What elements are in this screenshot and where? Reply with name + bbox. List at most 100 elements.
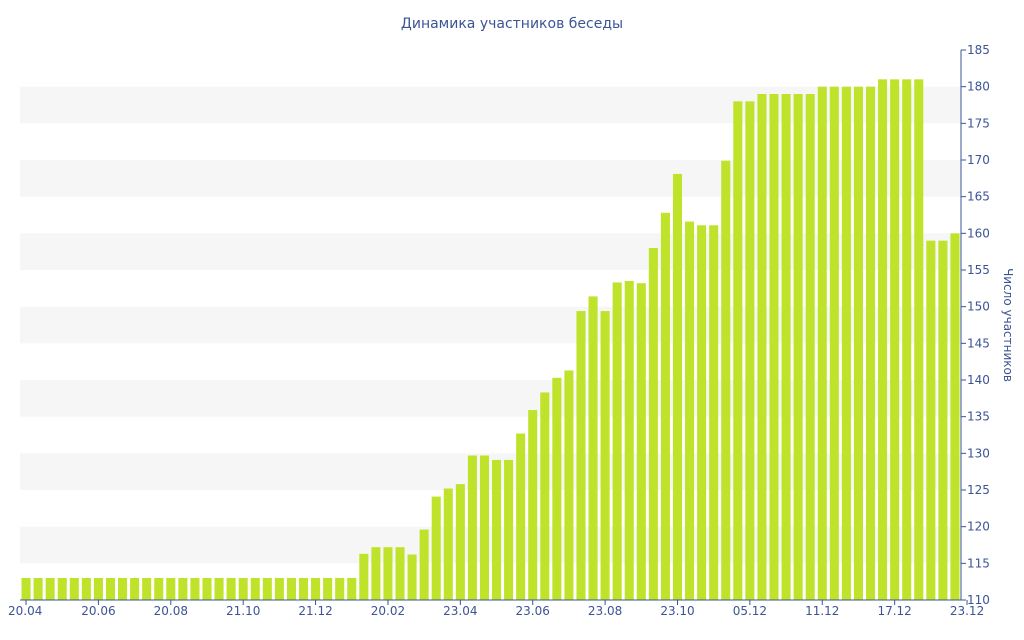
x-tick-label: 20.04 [8, 604, 42, 618]
x-tick-label: 23.06 [516, 604, 550, 618]
bar [359, 553, 369, 600]
bar [950, 233, 960, 600]
bar [154, 578, 164, 600]
x-ticks: 20.04 20.06 20.08 21.10 21.12 20.02 23.04 23.06… [8, 600, 984, 618]
bar [347, 578, 357, 600]
bar [492, 459, 502, 600]
bar [118, 578, 128, 600]
y-tick-label: 125 [967, 483, 990, 497]
bar [93, 578, 103, 600]
bar [902, 79, 912, 600]
bar [853, 86, 863, 601]
grid-band [20, 86, 961, 124]
bar [419, 529, 429, 600]
y-tick-label: 155 [967, 263, 990, 277]
bar [564, 370, 574, 600]
bar [105, 578, 116, 600]
grid-band [20, 380, 961, 417]
bar [202, 578, 212, 600]
bar [57, 578, 67, 600]
y-tick-label: 185 [967, 43, 990, 57]
bar [685, 221, 695, 600]
bar [190, 578, 200, 600]
bar [576, 311, 586, 600]
bar [781, 94, 791, 600]
bar [335, 578, 345, 600]
bar [286, 578, 296, 600]
bar [890, 79, 900, 600]
bar [166, 578, 176, 600]
y-tick-label: 165 [967, 190, 990, 204]
bar [817, 86, 827, 601]
bar [21, 578, 31, 600]
y-tick-label: 135 [967, 410, 990, 424]
bars-group [21, 79, 960, 601]
x-tick-label: 05.12 [733, 604, 767, 618]
bar [697, 225, 707, 600]
bar [130, 578, 140, 600]
bar [467, 455, 477, 600]
x-tick-label: 23.10 [660, 604, 694, 618]
grid-band [20, 453, 961, 490]
bar [504, 459, 514, 600]
bar [938, 240, 948, 601]
bar [588, 296, 598, 600]
bar [721, 160, 731, 601]
bar [323, 578, 333, 600]
y-tick-label: 170 [967, 153, 990, 167]
grid-band [20, 160, 961, 197]
y-tick-label: 180 [967, 80, 990, 94]
bar [733, 101, 743, 600]
grid-band [20, 306, 961, 344]
bar [311, 578, 321, 600]
bar [528, 410, 538, 600]
bar [238, 578, 248, 600]
bar [829, 86, 839, 601]
x-tick-label: 20.06 [81, 604, 115, 618]
y-tick-label: 160 [967, 226, 990, 240]
bar [274, 578, 284, 600]
bar [914, 79, 924, 600]
x-tick-label: 20.08 [154, 604, 188, 618]
x-tick-label: 23.04 [443, 604, 477, 618]
y-tick-label: 140 [967, 373, 990, 387]
bar [672, 173, 683, 600]
bar [793, 94, 803, 600]
bar [214, 578, 224, 600]
grid-band [20, 233, 961, 270]
bar [298, 578, 309, 600]
bar [395, 547, 405, 600]
bar [431, 496, 441, 600]
x-tick-label: 20.02 [371, 604, 405, 618]
y-tick-label: 115 [967, 556, 990, 570]
bar [443, 488, 453, 600]
bar [407, 554, 417, 600]
y-axis-label: Число участников [1001, 268, 1015, 382]
bar [624, 281, 634, 600]
bar [648, 248, 658, 600]
bar [926, 240, 936, 601]
bar [612, 282, 622, 600]
y-tick-label: 120 [967, 520, 990, 534]
y-tick-label: 150 [967, 300, 990, 314]
bar [841, 86, 851, 601]
x-tick-label: 11.12 [805, 604, 839, 618]
y-tick-label: 110 [967, 593, 990, 607]
bar [81, 578, 91, 600]
bar [769, 94, 779, 600]
grid-band [20, 526, 961, 564]
bar [805, 94, 815, 600]
bar [479, 455, 489, 600]
x-tick-label: 23.08 [588, 604, 622, 618]
bar [866, 86, 876, 601]
x-tick-label: 21.12 [298, 604, 332, 618]
bar [383, 547, 393, 600]
bar [178, 578, 188, 600]
bar [226, 578, 236, 600]
bar [552, 377, 562, 600]
x-tick-label: 23.12 [950, 604, 984, 618]
bar [516, 433, 526, 600]
bar [262, 578, 272, 600]
bar [142, 578, 152, 600]
